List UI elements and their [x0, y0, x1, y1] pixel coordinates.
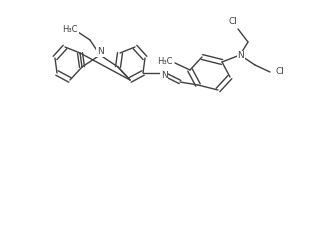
Text: N: N: [96, 47, 104, 56]
Text: Cl: Cl: [276, 68, 284, 76]
Text: H₃C: H₃C: [62, 25, 78, 34]
Text: N: N: [238, 52, 244, 61]
Text: Cl: Cl: [228, 18, 238, 27]
Text: H₃C: H₃C: [157, 56, 173, 65]
Text: N: N: [160, 72, 168, 81]
